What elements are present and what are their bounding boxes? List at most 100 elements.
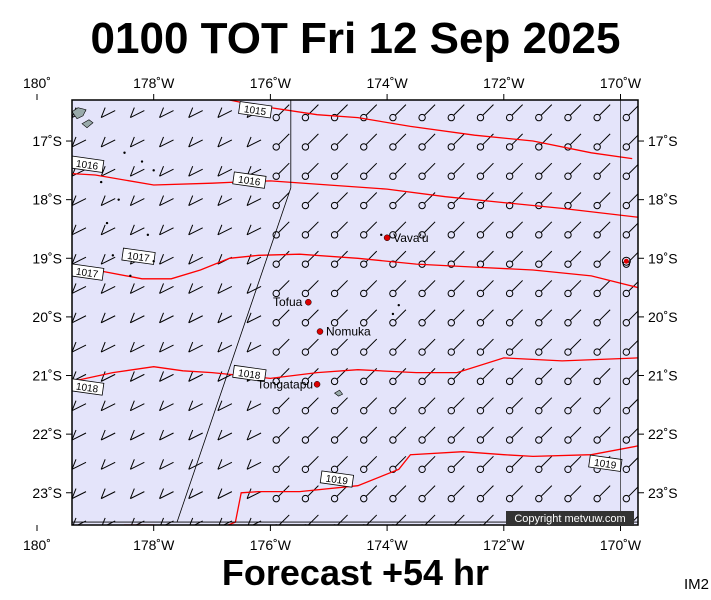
wind-barb — [100, 283, 116, 294]
wind-barb — [217, 312, 233, 324]
wind-barb — [535, 338, 553, 356]
wind-barb — [188, 107, 203, 119]
wind-barb — [129, 107, 145, 119]
wind-barb — [100, 371, 116, 382]
wind-barb — [159, 195, 174, 206]
lat-label-left: 17˚S — [32, 133, 62, 149]
wind-barb — [360, 162, 378, 180]
wind-barb — [535, 221, 553, 239]
wind-barb — [447, 104, 465, 122]
wind-barb — [447, 221, 465, 239]
wind-barb — [476, 368, 494, 386]
isobar-label: 1018 — [232, 364, 267, 383]
wind-barb — [330, 192, 348, 210]
islet — [146, 233, 150, 237]
wind-barb — [418, 397, 436, 415]
lat-label-left: 23˚S — [32, 485, 62, 501]
wind-barb — [476, 426, 494, 444]
islet — [117, 198, 120, 201]
wind-barb — [418, 104, 436, 122]
wind-barb — [593, 250, 611, 268]
wind-barb — [389, 309, 407, 327]
isobar-line — [229, 100, 633, 160]
wind-barb — [476, 280, 494, 298]
isobar-line — [72, 253, 638, 289]
wind-barb — [418, 280, 436, 298]
lat-label-right: 22˚S — [648, 426, 678, 442]
wind-barb — [272, 250, 290, 268]
wind-barb — [535, 162, 553, 180]
wind-barb — [535, 455, 553, 474]
wind-barb — [330, 426, 348, 444]
wind-barb — [593, 280, 611, 298]
isobar-line — [72, 172, 638, 218]
wind-barb — [360, 309, 378, 327]
wind-barb — [217, 107, 233, 119]
wind-barb — [505, 104, 523, 122]
wind-barb — [389, 104, 407, 122]
wind-barb — [217, 195, 233, 206]
islet — [397, 303, 400, 307]
wind-barb — [360, 192, 378, 210]
wind-barb — [447, 338, 465, 356]
wind-barb — [100, 166, 116, 177]
lon-label-bottom: 178˚W — [133, 537, 175, 553]
wind-barb — [159, 283, 174, 294]
svg-text:1017: 1017 — [75, 267, 99, 281]
wind-barb — [593, 162, 611, 180]
wind-barb — [100, 224, 116, 236]
wind-barb — [593, 192, 611, 210]
wind-barb — [505, 309, 523, 327]
wind-barb — [447, 426, 465, 444]
islet — [129, 274, 132, 278]
place-marker: Nomuka — [316, 325, 371, 339]
wind-barb — [330, 397, 348, 415]
wind-barb — [360, 455, 378, 474]
wind-barb — [272, 133, 290, 151]
wind-barb — [418, 162, 436, 180]
wind-barb — [593, 485, 611, 503]
wind-barb — [246, 429, 262, 441]
wind-barb — [447, 397, 465, 415]
wind-barb — [535, 280, 553, 298]
wind-barb — [246, 400, 262, 412]
wind-barb — [360, 485, 378, 503]
axis-ticks-layer: 180˚ 180˚ 178˚W 178˚W 176˚W 176˚W 174˚W 174˚W 17… — [23, 75, 678, 553]
wind-barb — [389, 485, 407, 503]
wind-barb — [535, 250, 553, 268]
wind-barb — [389, 162, 407, 180]
forecast-label: Forecast +54 hr — [221, 552, 490, 593]
wind-barb — [418, 338, 436, 356]
wind-barb — [301, 485, 319, 503]
wind-barb — [330, 309, 348, 327]
isobar-label: 1019 — [588, 454, 623, 472]
wind-barb — [301, 133, 319, 151]
map-frame — [71, 99, 639, 526]
wind-barb — [535, 368, 553, 386]
island-shape — [623, 258, 629, 264]
wind-barb — [418, 133, 436, 151]
wind-barb — [593, 397, 611, 415]
wind-barb — [159, 341, 174, 353]
wind-barb — [447, 309, 465, 327]
islet — [111, 254, 115, 257]
wind-barb — [564, 485, 582, 503]
lon-label-top: 170˚W — [600, 75, 642, 91]
wind-barb — [535, 485, 553, 503]
wind-barb — [447, 133, 465, 151]
wind-barb — [100, 341, 116, 353]
wind-barb — [188, 283, 203, 294]
wind-barb — [476, 309, 494, 327]
wind-barb — [301, 455, 319, 474]
lon-label-top: 180˚ — [23, 75, 51, 91]
islet — [152, 169, 155, 172]
wind-barb — [389, 426, 407, 444]
island-shape — [621, 256, 631, 266]
copyright-box: Copyright metvuw.com — [506, 511, 634, 526]
isobar-label: 1017 — [72, 263, 105, 281]
wind-barb — [129, 195, 145, 206]
lon-label-bottom: 174˚W — [366, 537, 408, 553]
wind-barb — [564, 221, 582, 239]
wind-barb — [272, 397, 290, 415]
wind-barb — [188, 400, 203, 412]
